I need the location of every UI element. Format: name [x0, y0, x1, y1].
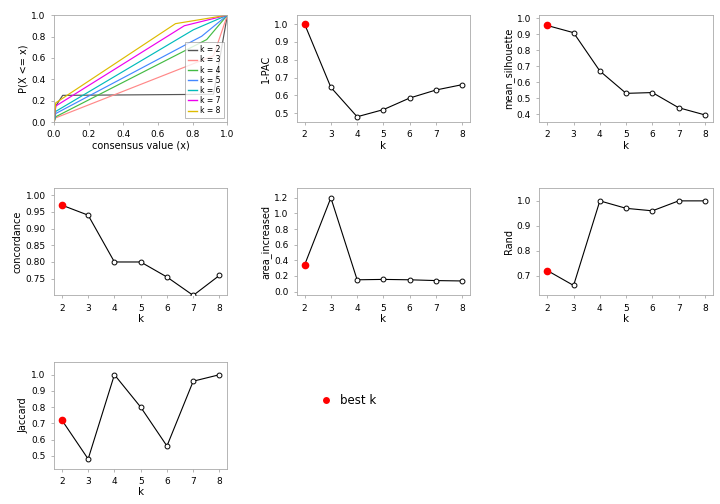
X-axis label: k: k — [623, 314, 629, 324]
Y-axis label: Jaccard: Jaccard — [19, 398, 29, 433]
Y-axis label: Rand: Rand — [504, 229, 514, 255]
Y-axis label: concordance: concordance — [13, 211, 23, 273]
X-axis label: k: k — [380, 141, 387, 151]
Y-axis label: P(X <= x): P(X <= x) — [19, 44, 29, 93]
X-axis label: k: k — [138, 314, 144, 324]
X-axis label: consensus value (x): consensus value (x) — [92, 141, 189, 151]
X-axis label: k: k — [623, 141, 629, 151]
Legend: best k: best k — [317, 389, 381, 411]
Legend: k = 2, k = 3, k = 4, k = 5, k = 6, k = 7, k = 8: k = 2, k = 3, k = 4, k = 5, k = 6, k = 7… — [185, 42, 223, 118]
X-axis label: k: k — [138, 487, 144, 497]
Y-axis label: 1-PAC: 1-PAC — [261, 54, 271, 83]
X-axis label: k: k — [380, 314, 387, 324]
Y-axis label: area_increased: area_increased — [261, 205, 271, 279]
Y-axis label: mean_silhouette: mean_silhouette — [503, 28, 514, 109]
